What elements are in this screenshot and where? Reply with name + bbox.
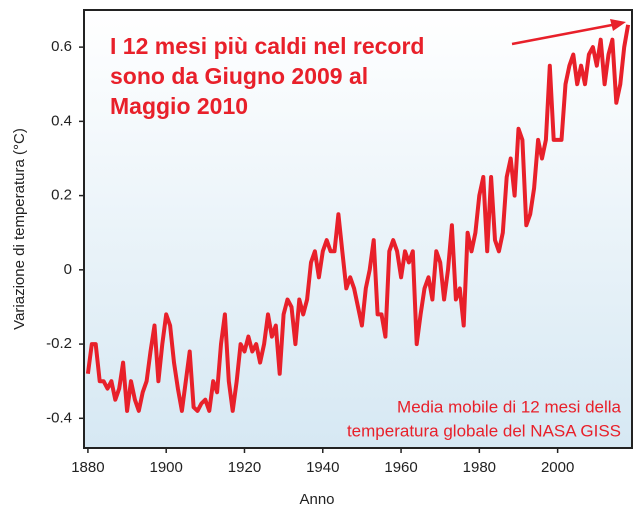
- x-tick-label: 2000: [541, 459, 574, 476]
- annotation: Maggio 2010: [110, 93, 248, 119]
- data-line: [85, 24, 631, 413]
- annotation: I 12 mesi più caldi nel record: [110, 33, 424, 59]
- note: Media mobile di 12 mesi della: [397, 397, 621, 416]
- y-tick-label: 0.4: [51, 112, 72, 129]
- x-tick-label: 1920: [228, 459, 261, 476]
- x-tick-label: 1900: [150, 459, 183, 476]
- y-tick-label: 0: [64, 261, 72, 278]
- x-tick-label: 1880: [71, 459, 104, 476]
- y-tick-label: 0.6: [51, 38, 72, 55]
- y-tick-label: -0.4: [46, 409, 72, 426]
- x-tick-label: 1980: [463, 459, 496, 476]
- note: temperatura globale del NASA GISS: [347, 421, 621, 440]
- x-axis-label: Anno: [299, 491, 334, 508]
- annotation: sono da Giugno 2009 al: [110, 63, 368, 89]
- y-tick-label: -0.2: [46, 335, 72, 352]
- y-tick-label: 0.2: [51, 187, 72, 204]
- arrow-head: [610, 19, 626, 31]
- y-axis-label: Variazione di temperatura (°C): [11, 128, 28, 330]
- annotation-arrow: [511, 23, 613, 46]
- x-tick-label: 1940: [306, 459, 339, 476]
- x-tick-label: 1960: [384, 459, 417, 476]
